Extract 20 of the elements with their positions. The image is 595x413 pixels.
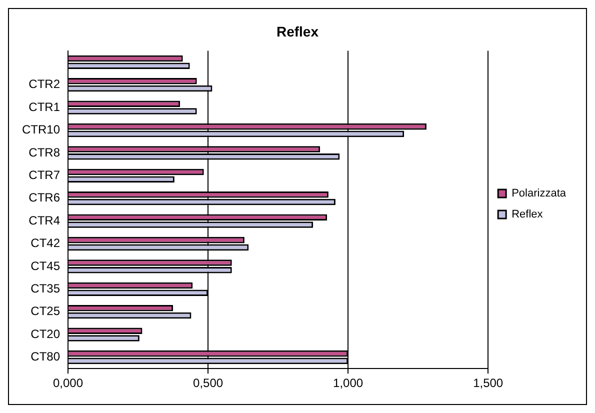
y-tick-label: CT80 <box>30 350 60 364</box>
y-tick-label: CTR2 <box>28 77 60 92</box>
x-tick-label: 0,500 <box>193 376 224 390</box>
y-tick-label: CTR10 <box>22 122 60 137</box>
y-tick-label: CTR8 <box>28 145 60 160</box>
x-tick-label: 1,500 <box>473 376 504 390</box>
y-tick-label: CTR7 <box>28 168 60 182</box>
y-tick-label: CT35 <box>30 281 60 296</box>
legend-label: Polarizzata <box>512 188 567 200</box>
y-tick-label: CTR1 <box>28 100 60 114</box>
y-tick-label: CT25 <box>30 304 60 318</box>
y-tick-label: CTR6 <box>28 190 60 205</box>
y-tick-label: CTR4 <box>28 213 60 228</box>
y-tick-label: CT20 <box>30 326 60 341</box>
x-tick-label: 1,000 <box>333 376 364 390</box>
legend-label: Reflex <box>512 208 544 221</box>
y-tick-label: CT42 <box>30 236 60 250</box>
x-tick-label: 0,000 <box>52 376 84 390</box>
y-tick-label: CT45 <box>30 258 60 273</box>
chart-title: Reflex <box>276 23 319 40</box>
